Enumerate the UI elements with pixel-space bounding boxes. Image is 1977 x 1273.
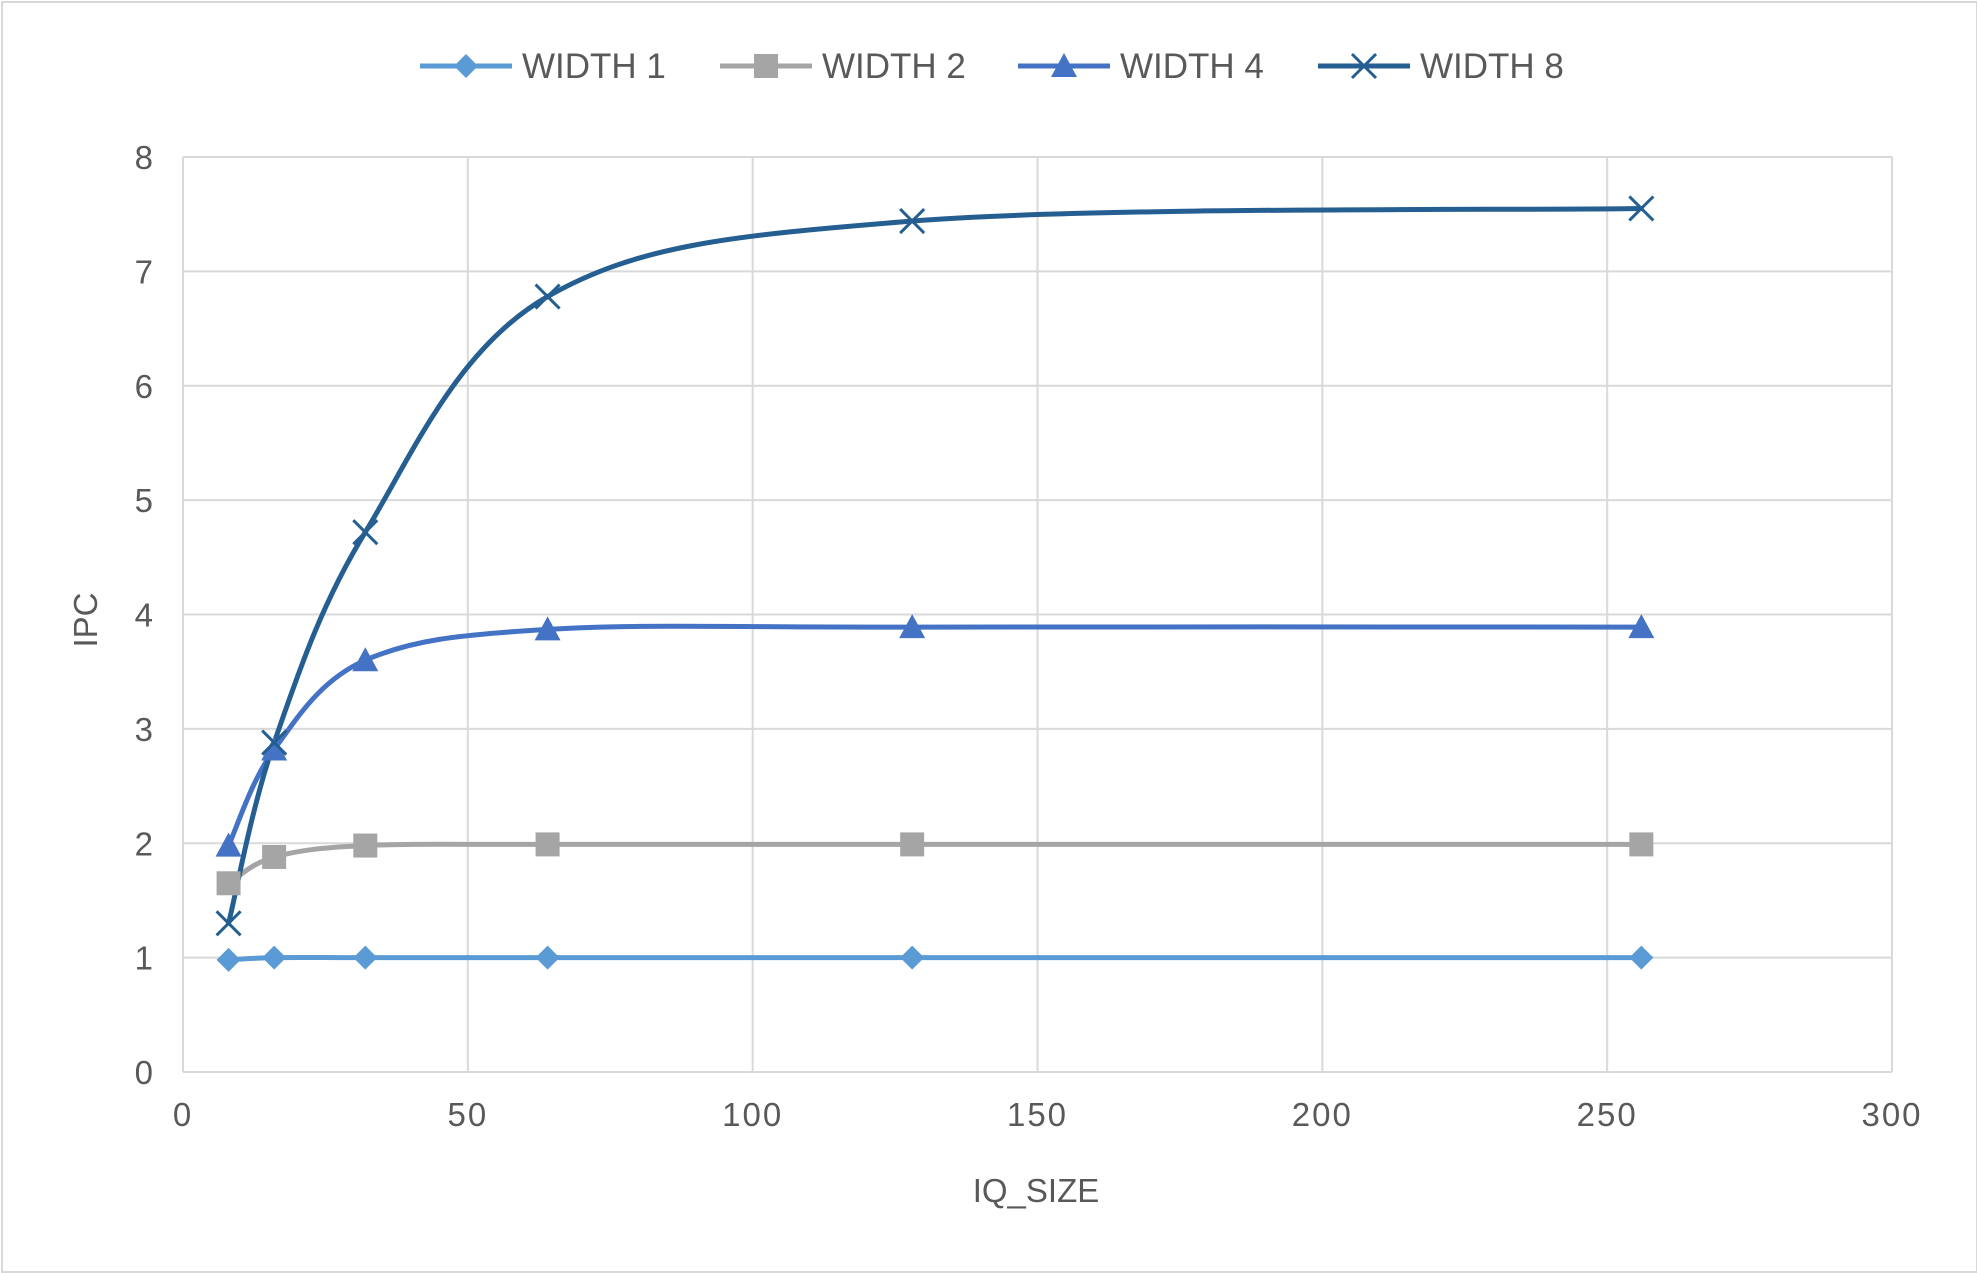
series-line-4	[226, 205, 1644, 926]
legend-marker	[1051, 53, 1077, 78]
axes	[182, 157, 1892, 1073]
data-point-x	[261, 729, 288, 756]
data-point-square	[262, 844, 287, 869]
legend-marker	[1350, 52, 1378, 80]
data-point-x	[352, 519, 379, 546]
data-point-square	[216, 871, 241, 896]
data-point-triangle	[1628, 614, 1655, 639]
y-tick-label: 2	[135, 825, 155, 862]
legend-label: WIDTH 1	[522, 47, 666, 86]
data-point-square	[1629, 832, 1654, 857]
data-point-diamond	[1629, 945, 1654, 970]
y-tick-label: 5	[135, 482, 155, 519]
x-tick-label: 50	[447, 1096, 488, 1133]
grid-lines	[182, 156, 1893, 1073]
legend-label: WIDTH 8	[1420, 47, 1564, 86]
series-line-3	[226, 623, 1644, 849]
series-lines	[226, 205, 1644, 963]
legend-label: WIDTH 2	[822, 47, 966, 86]
data-point-square	[900, 832, 925, 857]
x-tick-label: 100	[722, 1096, 783, 1133]
y-tick-label: 8	[135, 139, 155, 176]
data-point-triangle	[899, 614, 926, 639]
data-point-triangle	[352, 647, 379, 672]
x-tick-label: 0	[173, 1096, 193, 1133]
data-point-x	[215, 910, 242, 937]
data-point-diamond	[353, 945, 378, 970]
data-point-square	[535, 832, 560, 857]
data-point-triangle	[215, 832, 242, 857]
y-tick-label: 6	[135, 368, 155, 405]
legend-marker	[754, 54, 778, 78]
y-tick-label: 7	[135, 253, 155, 290]
x-tick-label: 300	[1861, 1096, 1922, 1133]
data-point-x	[1628, 195, 1655, 222]
data-point-diamond	[262, 945, 287, 970]
y-tick-label: 1	[135, 940, 155, 977]
legend-item: WIDTH 4	[1018, 47, 1264, 86]
data-point-diamond	[900, 945, 925, 970]
legend-item: WIDTH 2	[720, 47, 966, 86]
series-markers	[215, 195, 1655, 972]
data-point-x	[534, 283, 561, 310]
legend-label: WIDTH 4	[1120, 47, 1264, 86]
legend-marker	[454, 54, 478, 78]
x-tick-label: 250	[1577, 1096, 1638, 1133]
y-tick-label: 4	[135, 597, 155, 634]
x-tick-label: 150	[1007, 1096, 1068, 1133]
series-line-1	[226, 954, 1644, 963]
x-axis-title: IQ_SIZE	[973, 1172, 1100, 1209]
y-tick-label: 3	[135, 711, 155, 748]
data-point-diamond	[535, 945, 560, 970]
data-point-square	[353, 833, 378, 858]
y-tick-label: 0	[135, 1054, 155, 1091]
tick-labels: 0 1 2 3 4 5 6 7 8 0 50 100 150 200 250 300	[135, 139, 1922, 1133]
legend-item: WIDTH 1	[420, 47, 666, 86]
legend: WIDTH 1 WIDTH 2 WIDTH 4 WIDTH 8	[420, 47, 1564, 86]
legend-item: WIDTH 8	[1318, 47, 1564, 86]
data-point-x	[899, 207, 926, 235]
data-point-triangle	[261, 736, 288, 761]
data-point-triangle	[534, 616, 561, 641]
x-tick-label: 200	[1292, 1096, 1353, 1133]
data-point-diamond	[216, 947, 241, 972]
y-axis-title: IPC	[67, 592, 104, 647]
series-line-2	[226, 841, 1644, 886]
